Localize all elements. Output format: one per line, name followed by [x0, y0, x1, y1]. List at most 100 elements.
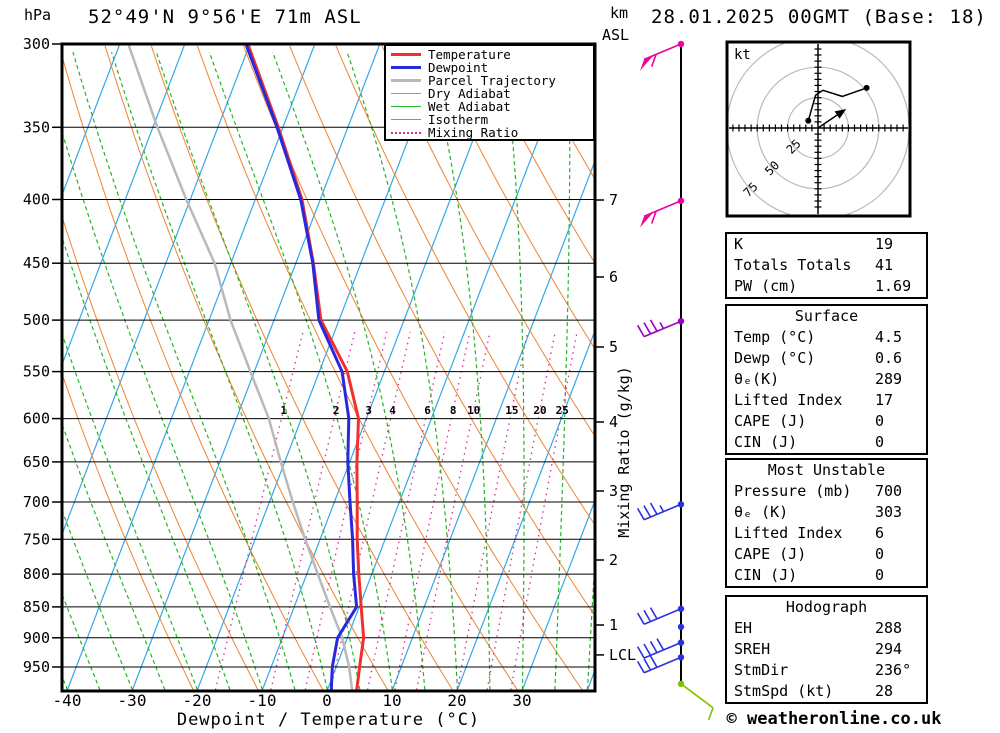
wind-profile	[636, 40, 714, 721]
run-datetime: 28.01.2025 00GMT (Base: 18)	[651, 6, 987, 28]
table-row: θₑ(K) 289	[734, 370, 903, 388]
table-row: Pressure (mb) 700	[734, 482, 903, 500]
legend-item-dry-adiabat: Dry Adiabat	[386, 87, 593, 100]
station-title: 52°49'N 9°56'E 71m ASL	[88, 6, 362, 28]
svg-text:6: 6	[424, 404, 431, 417]
lcl-label: LCL	[609, 646, 636, 664]
x-axis-title: Dewpoint / Temperature (°C)	[176, 710, 481, 730]
hodograph-trace	[807, 87, 867, 121]
pressure-gridlines	[62, 126, 595, 668]
table-row: EH 288	[734, 619, 903, 637]
wet-adiabats	[62, 51, 595, 691]
surface-table: Surface Temp (°C) 4.5 Dewp (°C) 0.6 θₑ(K) 2…	[725, 304, 928, 455]
wind-barb	[677, 623, 685, 631]
svg-text:30: 30	[512, 691, 531, 710]
table-row: Lifted Index 17	[734, 391, 894, 409]
svg-text:20: 20	[447, 691, 466, 710]
table-row: StmSpd (kt) 28	[734, 682, 894, 700]
table-header: Hodograph	[785, 598, 868, 616]
legend-item-isotherm: Isotherm	[386, 113, 593, 126]
svg-text:1: 1	[609, 616, 618, 634]
most-unstable-table: Most Unstable Pressure (mb) 700 θₑ (K) 303…	[725, 458, 928, 588]
svg-text:7: 7	[609, 191, 618, 209]
svg-text:400: 400	[23, 191, 50, 209]
wind-barb	[677, 680, 714, 721]
wind-barb	[636, 605, 685, 625]
wind-barb	[636, 654, 685, 674]
dry-adiabat-line-swatch	[391, 93, 421, 94]
dry-adiabats	[62, 45, 595, 691]
wind-barb	[640, 197, 685, 228]
svg-text:300: 300	[23, 35, 50, 53]
table-header: Surface	[794, 307, 859, 325]
svg-text:800: 800	[23, 565, 50, 583]
table-row: SREH 294	[734, 640, 903, 658]
mixing-ratio-line-swatch	[391, 131, 421, 134]
svg-text:0: 0	[322, 691, 332, 710]
svg-text:5: 5	[609, 338, 618, 356]
svg-text:4: 4	[389, 404, 396, 417]
svg-text:10: 10	[467, 404, 480, 417]
isotherms	[62, 44, 595, 691]
svg-text:-40: -40	[53, 691, 82, 710]
svg-text:950: 950	[23, 658, 50, 676]
table-row: K 19	[734, 235, 894, 253]
legend-item-parcel: Parcel Trajectory	[386, 74, 593, 87]
x-axis-labels: -40 -30 -20 -10 0 10 20 30	[53, 691, 532, 710]
legend-item-wet-adiabat: Wet Adiabat	[386, 100, 593, 113]
hodograph-frame	[725, 40, 912, 218]
parcel-line-swatch	[391, 79, 421, 82]
table-row: PW (cm) 1.69	[734, 277, 912, 295]
svg-text:600: 600	[23, 410, 50, 428]
svg-text:-10: -10	[248, 691, 277, 710]
legend-item-mixing-ratio: Mixing Ratio	[386, 126, 593, 139]
parcel-trajectory-curve	[127, 44, 354, 691]
svg-text:1: 1	[280, 404, 287, 417]
svg-text:450: 450	[23, 254, 50, 272]
svg-text:750: 750	[23, 530, 50, 548]
mixing-ratio-labels: 1 2 3 4 6 8 10 15 20 25	[280, 404, 568, 417]
table-row: CAPE (J) 0	[734, 545, 885, 563]
svg-text:3: 3	[609, 482, 618, 500]
height-axis: 7 6 5 4 3 2 1 LCL	[595, 191, 636, 664]
isotherm-line-swatch	[391, 119, 421, 120]
table-row: CIN (J) 0	[734, 566, 885, 584]
svg-text:20: 20	[533, 404, 546, 417]
svg-text:550: 550	[23, 363, 50, 381]
table-row: θₑ (K) 303	[734, 503, 903, 521]
legend-item-dewpoint: Dewpoint	[386, 61, 593, 74]
copyright-text: © weatheronline.co.uk	[726, 709, 942, 729]
svg-text:10: 10	[382, 691, 401, 710]
dewpoint-curve	[244, 44, 359, 690]
wind-barb	[636, 501, 685, 521]
svg-text:8: 8	[450, 404, 457, 417]
svg-text:850: 850	[23, 598, 50, 616]
table-row: Lifted Index 6	[734, 524, 885, 542]
legend-item-temperature: Temperature	[386, 48, 593, 61]
table-header: Most Unstable	[767, 461, 886, 479]
indices-table: K 19 Totals Totals 41 PW (cm) 1.69	[725, 232, 928, 299]
table-row: Temp (°C) 4.5	[734, 328, 903, 346]
wet-adiabat-line-swatch	[391, 106, 421, 107]
svg-text:-30: -30	[118, 691, 147, 710]
hodograph-unit-label: kt	[734, 47, 751, 63]
svg-text:700: 700	[23, 493, 50, 511]
pressure-unit-label: hPa	[24, 6, 52, 24]
svg-text:25: 25	[556, 404, 569, 417]
table-row: CAPE (J) 0	[734, 412, 885, 430]
table-row: Dewp (°C) 0.6	[734, 349, 903, 367]
table-row: Totals Totals 41	[734, 256, 894, 274]
legend-box: Temperature Dewpoint Parcel Trajectory D…	[384, 44, 595, 141]
table-row: StmDir 236°	[734, 661, 912, 679]
hodograph-table: Hodograph EH 288 SREH 294 StmDir 236° StmSp…	[725, 595, 928, 704]
svg-text:650: 650	[23, 453, 50, 471]
storm-motion-arrow	[817, 112, 841, 129]
table-row: CIN (J) 0	[734, 433, 885, 451]
svg-text:500: 500	[23, 311, 50, 329]
altitude-unit-label: km	[610, 4, 629, 22]
svg-text:2: 2	[609, 551, 618, 569]
svg-text:15: 15	[505, 404, 518, 417]
